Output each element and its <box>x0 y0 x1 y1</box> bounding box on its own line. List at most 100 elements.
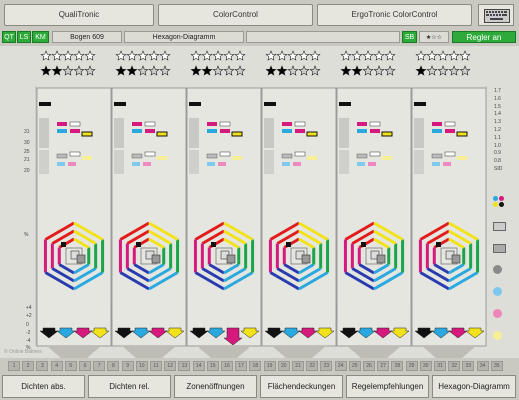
ink-arrow <box>339 327 359 339</box>
left-low-minus2: -2 <box>26 330 31 336</box>
cyan-density-bar <box>357 129 367 133</box>
zone-number[interactable]: 6 <box>79 361 91 371</box>
zonenoeffnungen-button[interactable]: Zonenöffnungen <box>174 375 257 398</box>
dichten-rel-button[interactable]: Dichten rel. <box>88 375 171 398</box>
zone-number[interactable]: 15 <box>206 361 219 371</box>
cyan-dot-icon[interactable] <box>493 287 502 296</box>
cmyk-icon <box>493 196 509 208</box>
outline-star <box>212 50 224 61</box>
zone-number[interactable]: 8 <box>107 361 120 371</box>
zone-number[interactable]: 32 <box>448 361 461 371</box>
rating-star <box>426 65 438 76</box>
zone-number[interactable]: 17 <box>235 361 248 371</box>
rating-star <box>84 65 96 76</box>
yellow-dot-icon[interactable] <box>493 331 502 340</box>
patch-icon[interactable] <box>493 222 506 231</box>
colorcontrol-button[interactable]: ColorControl <box>158 4 313 26</box>
ink-arrow <box>73 327 93 339</box>
controller-status[interactable]: Regler an <box>452 31 516 43</box>
hexagon-edge <box>44 271 75 291</box>
magenta-density-bar <box>132 122 142 126</box>
zone-number[interactable]: 19 <box>263 361 276 371</box>
zone-number[interactable]: 4 <box>50 361 63 371</box>
flaechendeckungen-button[interactable]: Flächendeckungen <box>260 375 343 398</box>
zone-number[interactable]: 2 <box>22 361 35 371</box>
zone-number[interactable]: 33 <box>462 361 475 371</box>
gray-block <box>414 150 424 174</box>
zone-number[interactable]: 18 <box>249 361 262 371</box>
ergotronic-colorcontrol-button[interactable]: ErgoTronic ColorControl <box>317 4 472 26</box>
zone-number[interactable]: 35 <box>490 361 503 371</box>
tab-km[interactable]: KM <box>32 31 49 43</box>
hexagon-edge <box>298 237 315 249</box>
zone-number[interactable]: 27 <box>377 361 390 371</box>
magenta-density-bar <box>445 129 455 133</box>
left-low-plus4: +4 <box>26 305 32 311</box>
zone-number[interactable]: 16 <box>221 361 233 371</box>
hexagon-edge <box>208 263 225 275</box>
regelempfehlungen-button[interactable]: Regelempfehlungen <box>346 375 429 398</box>
ink-arrow <box>373 327 393 339</box>
zone-number[interactable]: 25 <box>348 361 361 371</box>
hexagon-edge <box>373 263 390 275</box>
zone-number[interactable]: 20 <box>277 361 290 371</box>
zone-number[interactable]: 24 <box>334 361 347 371</box>
zone-number[interactable]: 9 <box>121 361 134 371</box>
gray-block <box>339 150 349 174</box>
zone-number[interactable]: 23 <box>320 361 333 371</box>
hexagon-edge <box>419 271 450 291</box>
zone-number[interactable]: 22 <box>306 361 319 371</box>
zone-number[interactable]: 14 <box>192 361 205 371</box>
hexagon-edge <box>351 267 375 283</box>
gray-dot-icon[interactable] <box>493 265 502 274</box>
rating-star <box>459 65 471 76</box>
zone-number[interactable]: 10 <box>135 361 148 371</box>
magenta-density-bar <box>443 162 451 166</box>
zone-number[interactable]: 3 <box>36 361 49 371</box>
qualitronic-button[interactable]: QualiTronic <box>4 4 154 26</box>
hexagon-edge <box>448 229 472 245</box>
zone-number[interactable]: 21 <box>292 361 304 371</box>
zone-number[interactable]: 12 <box>164 361 177 371</box>
cyan-density-bar <box>57 129 67 133</box>
outline-star <box>159 50 171 61</box>
zone-number[interactable]: 26 <box>363 361 375 371</box>
zone-number[interactable]: 28 <box>391 361 404 371</box>
zone-connector <box>422 346 476 358</box>
right-scale-label: 1.3 <box>494 119 501 126</box>
outline-star <box>340 50 352 61</box>
zone-number[interactable]: 30 <box>419 361 432 371</box>
zone-number[interactable]: 29 <box>405 361 418 371</box>
color-swatch <box>76 254 86 264</box>
keyboard-button[interactable] <box>478 4 514 26</box>
magenta-density-bar <box>70 129 80 133</box>
sb-toggle[interactable]: SB <box>402 31 417 43</box>
dichten-abs-button[interactable]: Dichten abs. <box>2 375 85 398</box>
hexagon-edge <box>448 221 479 241</box>
zone-number[interactable]: 13 <box>178 361 191 371</box>
gray-block <box>264 118 274 148</box>
ink-arrow <box>39 327 59 339</box>
patch-alt-icon[interactable] <box>493 244 506 253</box>
hexagon-edge <box>148 263 165 275</box>
tab-ls[interactable]: LS <box>17 31 31 43</box>
hexagon-diagramm-button[interactable]: Hexagon-Diagramm <box>432 375 516 398</box>
zone-number[interactable]: 11 <box>150 361 162 371</box>
magenta-dot-icon[interactable] <box>493 309 502 318</box>
zone-number[interactable]: 7 <box>93 361 106 371</box>
outline-star <box>459 50 471 61</box>
cyan-density-bar <box>207 129 217 133</box>
gray-block <box>39 118 49 148</box>
ink-arrow <box>281 327 301 339</box>
outline-star <box>287 50 299 61</box>
hexagon-edge <box>448 263 465 275</box>
tab-qt[interactable]: QT <box>2 31 16 43</box>
yellow-density-bar <box>232 156 242 160</box>
zone-number[interactable]: 1 <box>8 361 20 371</box>
yellow-density-bar <box>456 131 468 137</box>
gray-block <box>189 118 199 148</box>
zone-number[interactable]: 31 <box>434 361 446 371</box>
hexagon-edge <box>298 271 329 291</box>
zone-number[interactable]: 34 <box>476 361 489 371</box>
zone-number[interactable]: 5 <box>64 361 77 371</box>
